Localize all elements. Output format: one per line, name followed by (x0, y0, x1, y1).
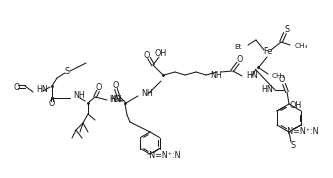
Text: O: O (237, 54, 243, 64)
Text: S: S (65, 67, 70, 75)
Text: ⁻N=N⁺:N: ⁻N=N⁺:N (146, 151, 181, 160)
Text: O: O (14, 82, 20, 91)
Text: Fe: Fe (263, 48, 273, 56)
Text: NH: NH (210, 70, 222, 80)
Text: O: O (49, 98, 55, 108)
Text: HN: HN (36, 85, 48, 95)
Text: O: O (144, 51, 150, 61)
Text: S: S (284, 25, 290, 33)
Text: OH: OH (155, 49, 167, 59)
Text: O: O (96, 83, 102, 93)
Text: CH₃: CH₃ (272, 73, 285, 79)
Text: Et: Et (234, 44, 242, 50)
Text: S: S (290, 142, 296, 151)
Text: HN: HN (109, 95, 121, 103)
Text: CH₃: CH₃ (295, 43, 308, 49)
Text: O: O (113, 82, 119, 90)
Text: NH: NH (141, 90, 153, 98)
Text: NH: NH (73, 91, 85, 101)
Text: ⁻N=N⁺:N: ⁻N=N⁺:N (283, 127, 319, 137)
Text: HN: HN (246, 72, 258, 80)
Text: OH: OH (290, 101, 302, 111)
Text: HN: HN (261, 85, 273, 95)
Text: NH: NH (110, 95, 122, 103)
Text: O: O (279, 75, 285, 85)
